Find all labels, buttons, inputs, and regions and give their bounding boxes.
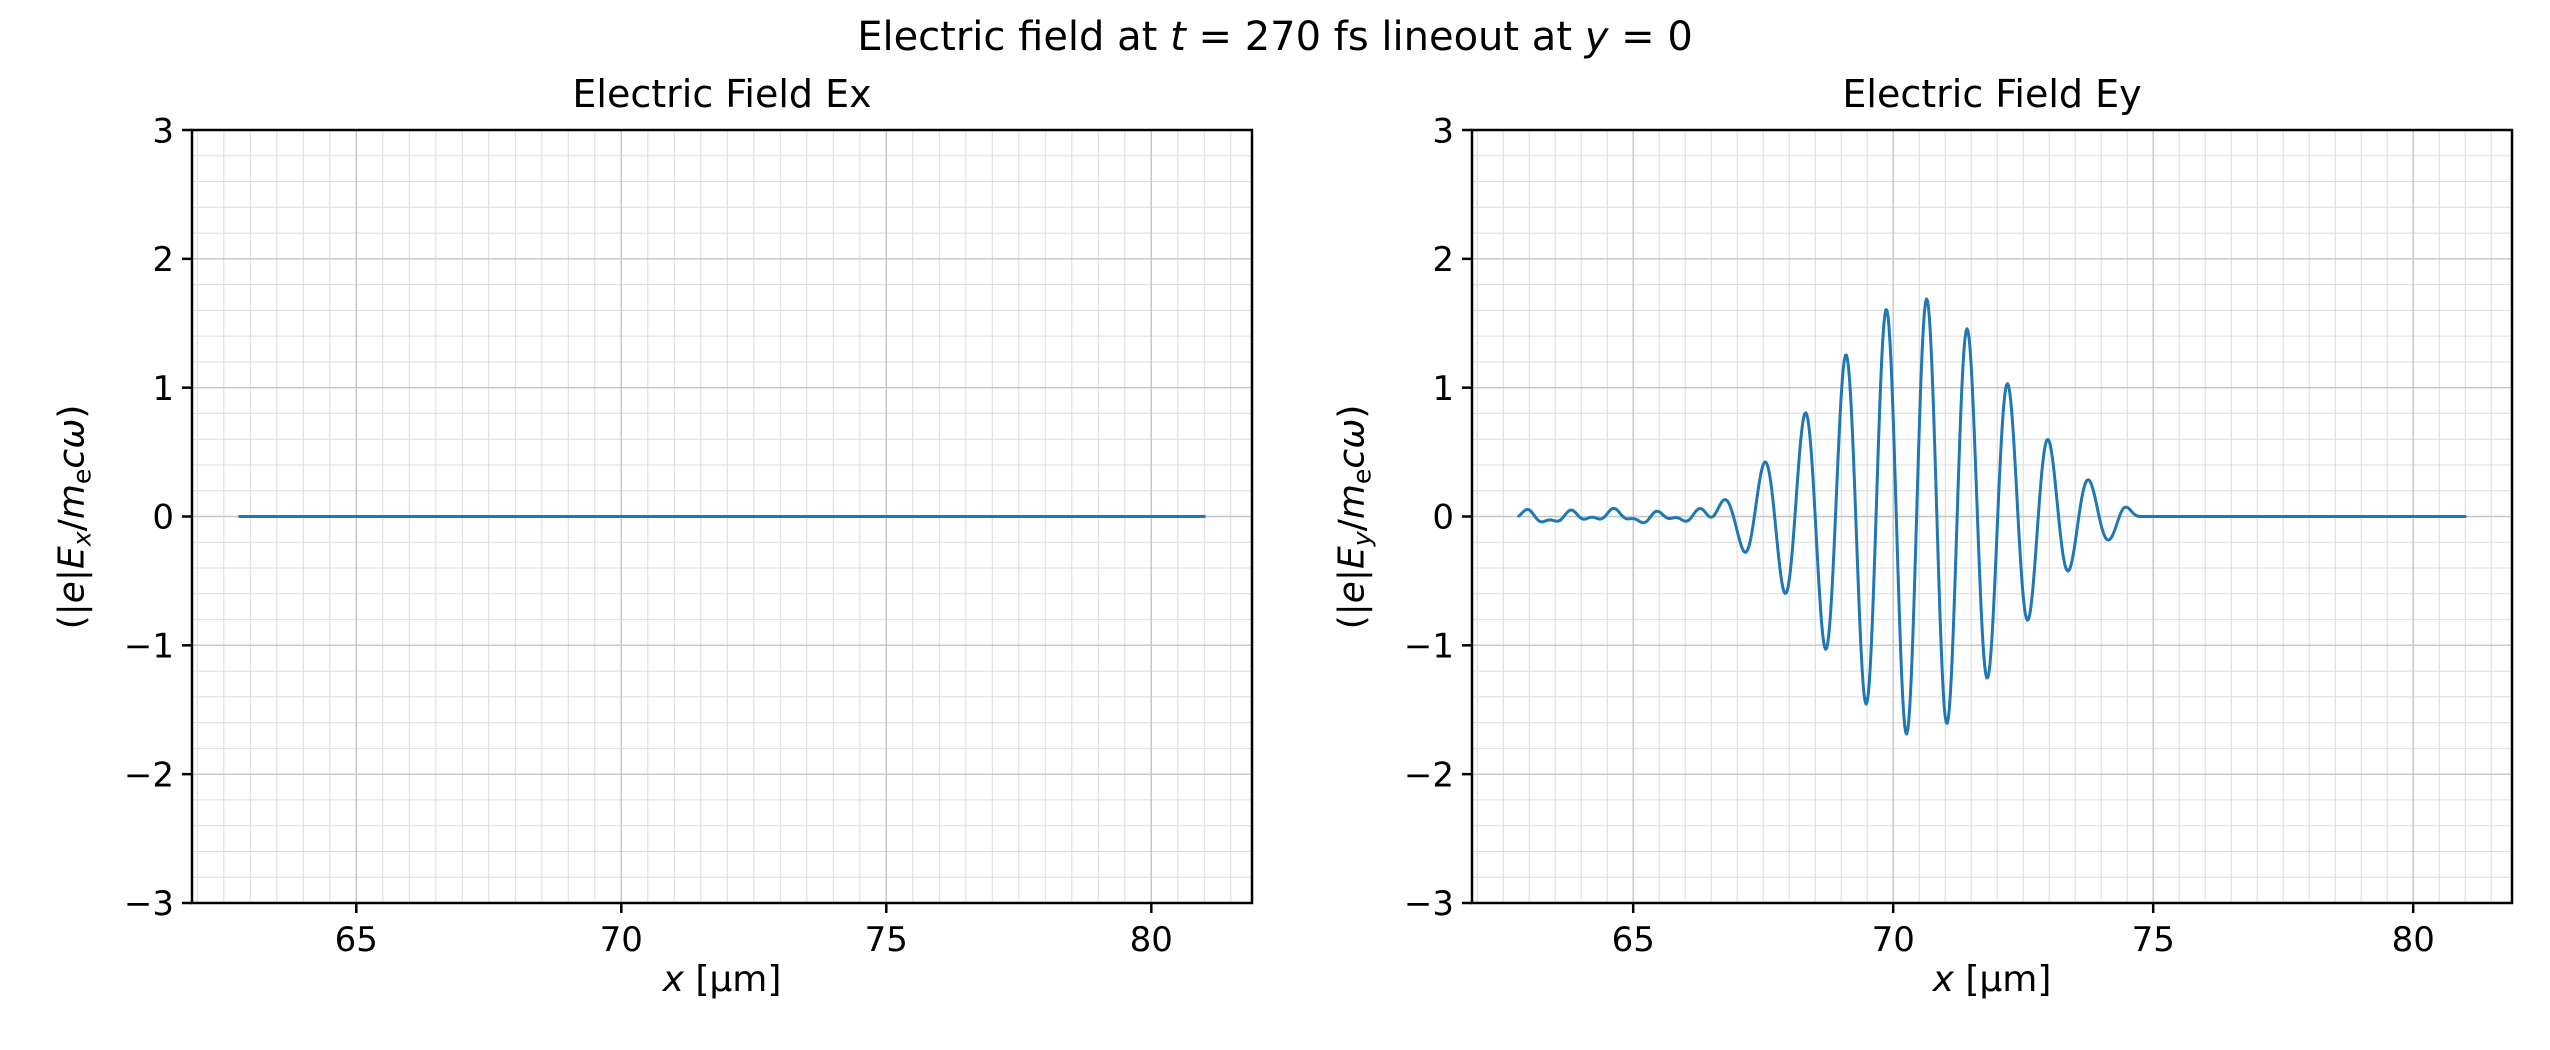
y-tick-label: 1 <box>152 369 174 409</box>
ey-plot-canvas: 65 70 75 80 −3 −2 −1 0 1 2 3 <box>1404 111 2514 960</box>
text-part: e <box>51 580 93 603</box>
text-part: E <box>51 545 93 569</box>
ey-y-axis-label: (|e|Ey/mecω) <box>1331 404 1376 629</box>
ey-plot-title: Electric Field Ey <box>1842 72 2142 116</box>
ex-y-axis-label: (|e|Ex/mecω) <box>51 404 96 629</box>
text-part: e <box>1347 468 1377 484</box>
text-part: [μm] <box>1953 959 2052 1000</box>
x-tick-label: 75 <box>2132 920 2175 960</box>
text-part: x <box>662 959 684 1000</box>
ex-plot-canvas: 65 70 75 80 −3 −2 −1 0 1 2 3 <box>124 111 1254 960</box>
text-part: | <box>51 568 93 581</box>
y-tick-label: −1 <box>1404 627 1454 667</box>
text-part: (| <box>51 602 93 629</box>
text-part: [μm] <box>683 959 782 1000</box>
text-part: Electric field at <box>857 14 1171 60</box>
y-tick-label: 0 <box>1432 498 1454 538</box>
text-part: ω <box>1331 418 1373 449</box>
text-part: | <box>1331 568 1373 581</box>
text-part: c <box>1331 448 1373 469</box>
y-tick-label: 0 <box>152 498 174 538</box>
major-grid <box>1472 130 2512 903</box>
text-part: e <box>67 468 97 484</box>
x-tick-label: 65 <box>1612 920 1655 960</box>
ex-x-axis-label: x [μm] <box>192 959 1252 1000</box>
text-part: / <box>1331 518 1373 531</box>
text-part: (| <box>1331 602 1373 629</box>
text-part: e <box>1331 580 1373 603</box>
x-tick-label: 70 <box>600 920 643 960</box>
x-tick-label: 80 <box>1130 920 1173 960</box>
text-part: y <box>1347 530 1377 546</box>
ex-plot-title: Electric Field Ex <box>572 72 872 116</box>
text-part: x <box>67 530 97 546</box>
x-tick-label: 80 <box>2392 920 2435 960</box>
y-tick-label: −2 <box>1404 755 1454 795</box>
text-part: m <box>1331 483 1373 519</box>
text-part: c <box>51 448 93 469</box>
y-tick-label: 2 <box>152 240 174 280</box>
subplot-ey: 65 70 75 80 −3 −2 −1 0 1 2 3 Electric Field Ey (|e… <box>1331 72 2514 1000</box>
y-tick-label: 2 <box>1432 240 1454 280</box>
y-tick-label: 1 <box>1432 369 1454 409</box>
subplot-ex: 65 70 75 80 −3 −2 −1 0 1 2 3 Electric Field Ex (|e… <box>51 72 1254 1000</box>
y-tick-label: −3 <box>124 884 174 924</box>
text-part: t <box>1170 14 1186 60</box>
text-part: ) <box>1331 404 1373 419</box>
text-part: = 0 <box>1608 14 1693 60</box>
ticks: 65 70 75 80 −3 −2 −1 0 1 2 3 <box>1404 111 2435 960</box>
y-tick-label: −1 <box>124 627 174 667</box>
y-tick-label: 3 <box>1432 111 1454 151</box>
text-part: y <box>1584 14 1609 60</box>
x-tick-label: 75 <box>865 920 908 960</box>
text-part: / <box>51 518 93 531</box>
text-part: m <box>51 483 93 519</box>
text-part: x <box>1932 959 1954 1000</box>
ticks: 65 70 75 80 −3 −2 −1 0 1 2 3 <box>124 111 1173 960</box>
figure-suptitle: Electric field at t = 270 fs lineout at … <box>0 14 2550 60</box>
x-tick-label: 70 <box>1872 920 1915 960</box>
y-tick-label: −3 <box>1404 884 1454 924</box>
y-tick-label: −2 <box>124 755 174 795</box>
ey-x-axis-label: x [μm] <box>1472 959 2512 1000</box>
y-tick-label: 3 <box>152 111 174 151</box>
ey-data-line <box>1517 297 2467 736</box>
text-part: ) <box>51 404 93 419</box>
x-tick-label: 65 <box>335 920 378 960</box>
text-part: ω <box>51 418 93 449</box>
text-part: = 270 fs lineout at <box>1185 14 1585 60</box>
text-part: E <box>1331 545 1373 569</box>
